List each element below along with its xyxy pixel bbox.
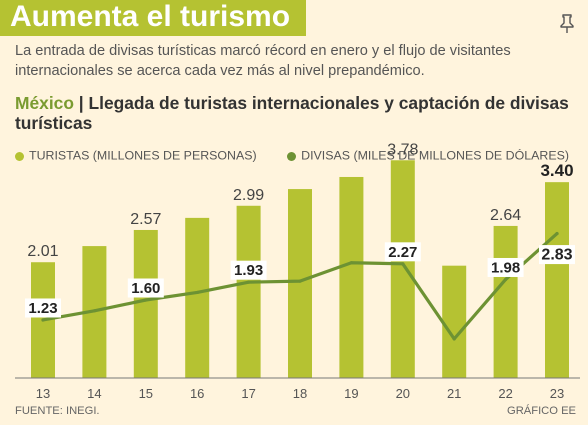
bar-label-13: 2.01 xyxy=(27,243,58,260)
line-label-15: 1.60 xyxy=(131,280,160,297)
line-label-box-20 xyxy=(384,242,421,262)
line-label-20: 2.27 xyxy=(388,244,417,261)
bar-17 xyxy=(236,205,261,378)
source-note: FUENTE: INEGI. xyxy=(15,405,100,417)
line-label-box-23 xyxy=(539,245,575,265)
line-label-22: 1.98 xyxy=(491,259,520,276)
line-point-13 xyxy=(41,318,45,322)
line-point-20 xyxy=(401,262,405,266)
line-label-box-13 xyxy=(25,298,61,318)
legend-label-turistas: TURISTAS (MILLONES DE PERSONAS) xyxy=(29,149,257,164)
line-label-box-15 xyxy=(127,278,164,298)
bar-label-20: 3.78 xyxy=(387,141,418,158)
x-tick-label-21: 21 xyxy=(447,386,461,401)
line-label-17: 1.93 xyxy=(234,262,263,279)
page-title: Aumenta el turismo xyxy=(10,0,291,33)
legend: TURISTAS (MILLONES DE PERSONAS) DIVISAS … xyxy=(15,148,588,164)
line-label-23: 2.83 xyxy=(541,247,572,264)
bar-21 xyxy=(442,265,467,378)
x-tick-label-20: 20 xyxy=(396,386,410,401)
legend-label-divisas: DIVISAS (MILES DE MILLONES DE DÓLARES) xyxy=(301,149,569,164)
line-point-23 xyxy=(555,231,559,236)
line-point-16 xyxy=(195,290,199,295)
legend-swatch-bar xyxy=(15,151,24,161)
subtitle: La entrada de divisas turísticas marcó r… xyxy=(15,43,511,79)
bar-label-22: 2.64 xyxy=(490,207,521,224)
chart-title: México | Llegada de turistas internacion… xyxy=(15,93,580,133)
x-tick-label-16: 16 xyxy=(190,386,204,401)
chart-title-country: México xyxy=(15,93,74,113)
line-label-box-22 xyxy=(487,257,524,277)
legend-item-turistas: TURISTAS (MILLONES DE PERSONAS) xyxy=(15,148,257,163)
line-point-18 xyxy=(298,279,302,283)
legend-item-divisas: DIVISAS (MILES DE MILLONES DE DÓLARES) xyxy=(287,148,569,163)
bar-label-23: 3.40 xyxy=(540,161,573,180)
graphic-credit: GRÁFICO EE xyxy=(507,405,576,417)
line-point-14 xyxy=(92,309,96,313)
x-tick-label-17: 17 xyxy=(241,386,255,401)
bar-16 xyxy=(185,217,210,378)
x-tick-label-18: 18 xyxy=(293,386,307,401)
chart-title-separator: | xyxy=(73,93,89,113)
pin-icon[interactable] xyxy=(558,14,576,34)
line-point-21 xyxy=(452,337,456,341)
legend-swatch-line xyxy=(287,151,297,161)
line-label-box-17 xyxy=(230,260,267,280)
bar-15 xyxy=(133,229,158,378)
x-tick-label-22: 22 xyxy=(498,386,512,401)
bar-label-15: 2.57 xyxy=(130,211,161,228)
bar-18 xyxy=(288,189,312,378)
x-tick-label-14: 14 xyxy=(87,386,101,401)
x-tick-label-13: 13 xyxy=(36,386,50,401)
x-tick-label-23: 23 xyxy=(550,386,564,401)
bar-22 xyxy=(493,225,518,378)
bar-label-17: 2.99 xyxy=(233,187,264,204)
line-point-22 xyxy=(504,277,508,282)
line-point-19 xyxy=(349,261,353,265)
line-point-15 xyxy=(144,298,148,302)
chart-title-rest: Llegada de turistas internacionales y ca… xyxy=(15,93,569,133)
x-tick-label-15: 15 xyxy=(139,386,153,401)
bar-23 xyxy=(545,182,569,378)
x-tick-label-19: 19 xyxy=(344,386,358,401)
bar-19 xyxy=(339,176,364,378)
line-point-17 xyxy=(247,280,251,284)
bar-20 xyxy=(390,160,415,378)
line-label-13: 1.23 xyxy=(28,300,57,317)
title-banner xyxy=(0,0,306,36)
